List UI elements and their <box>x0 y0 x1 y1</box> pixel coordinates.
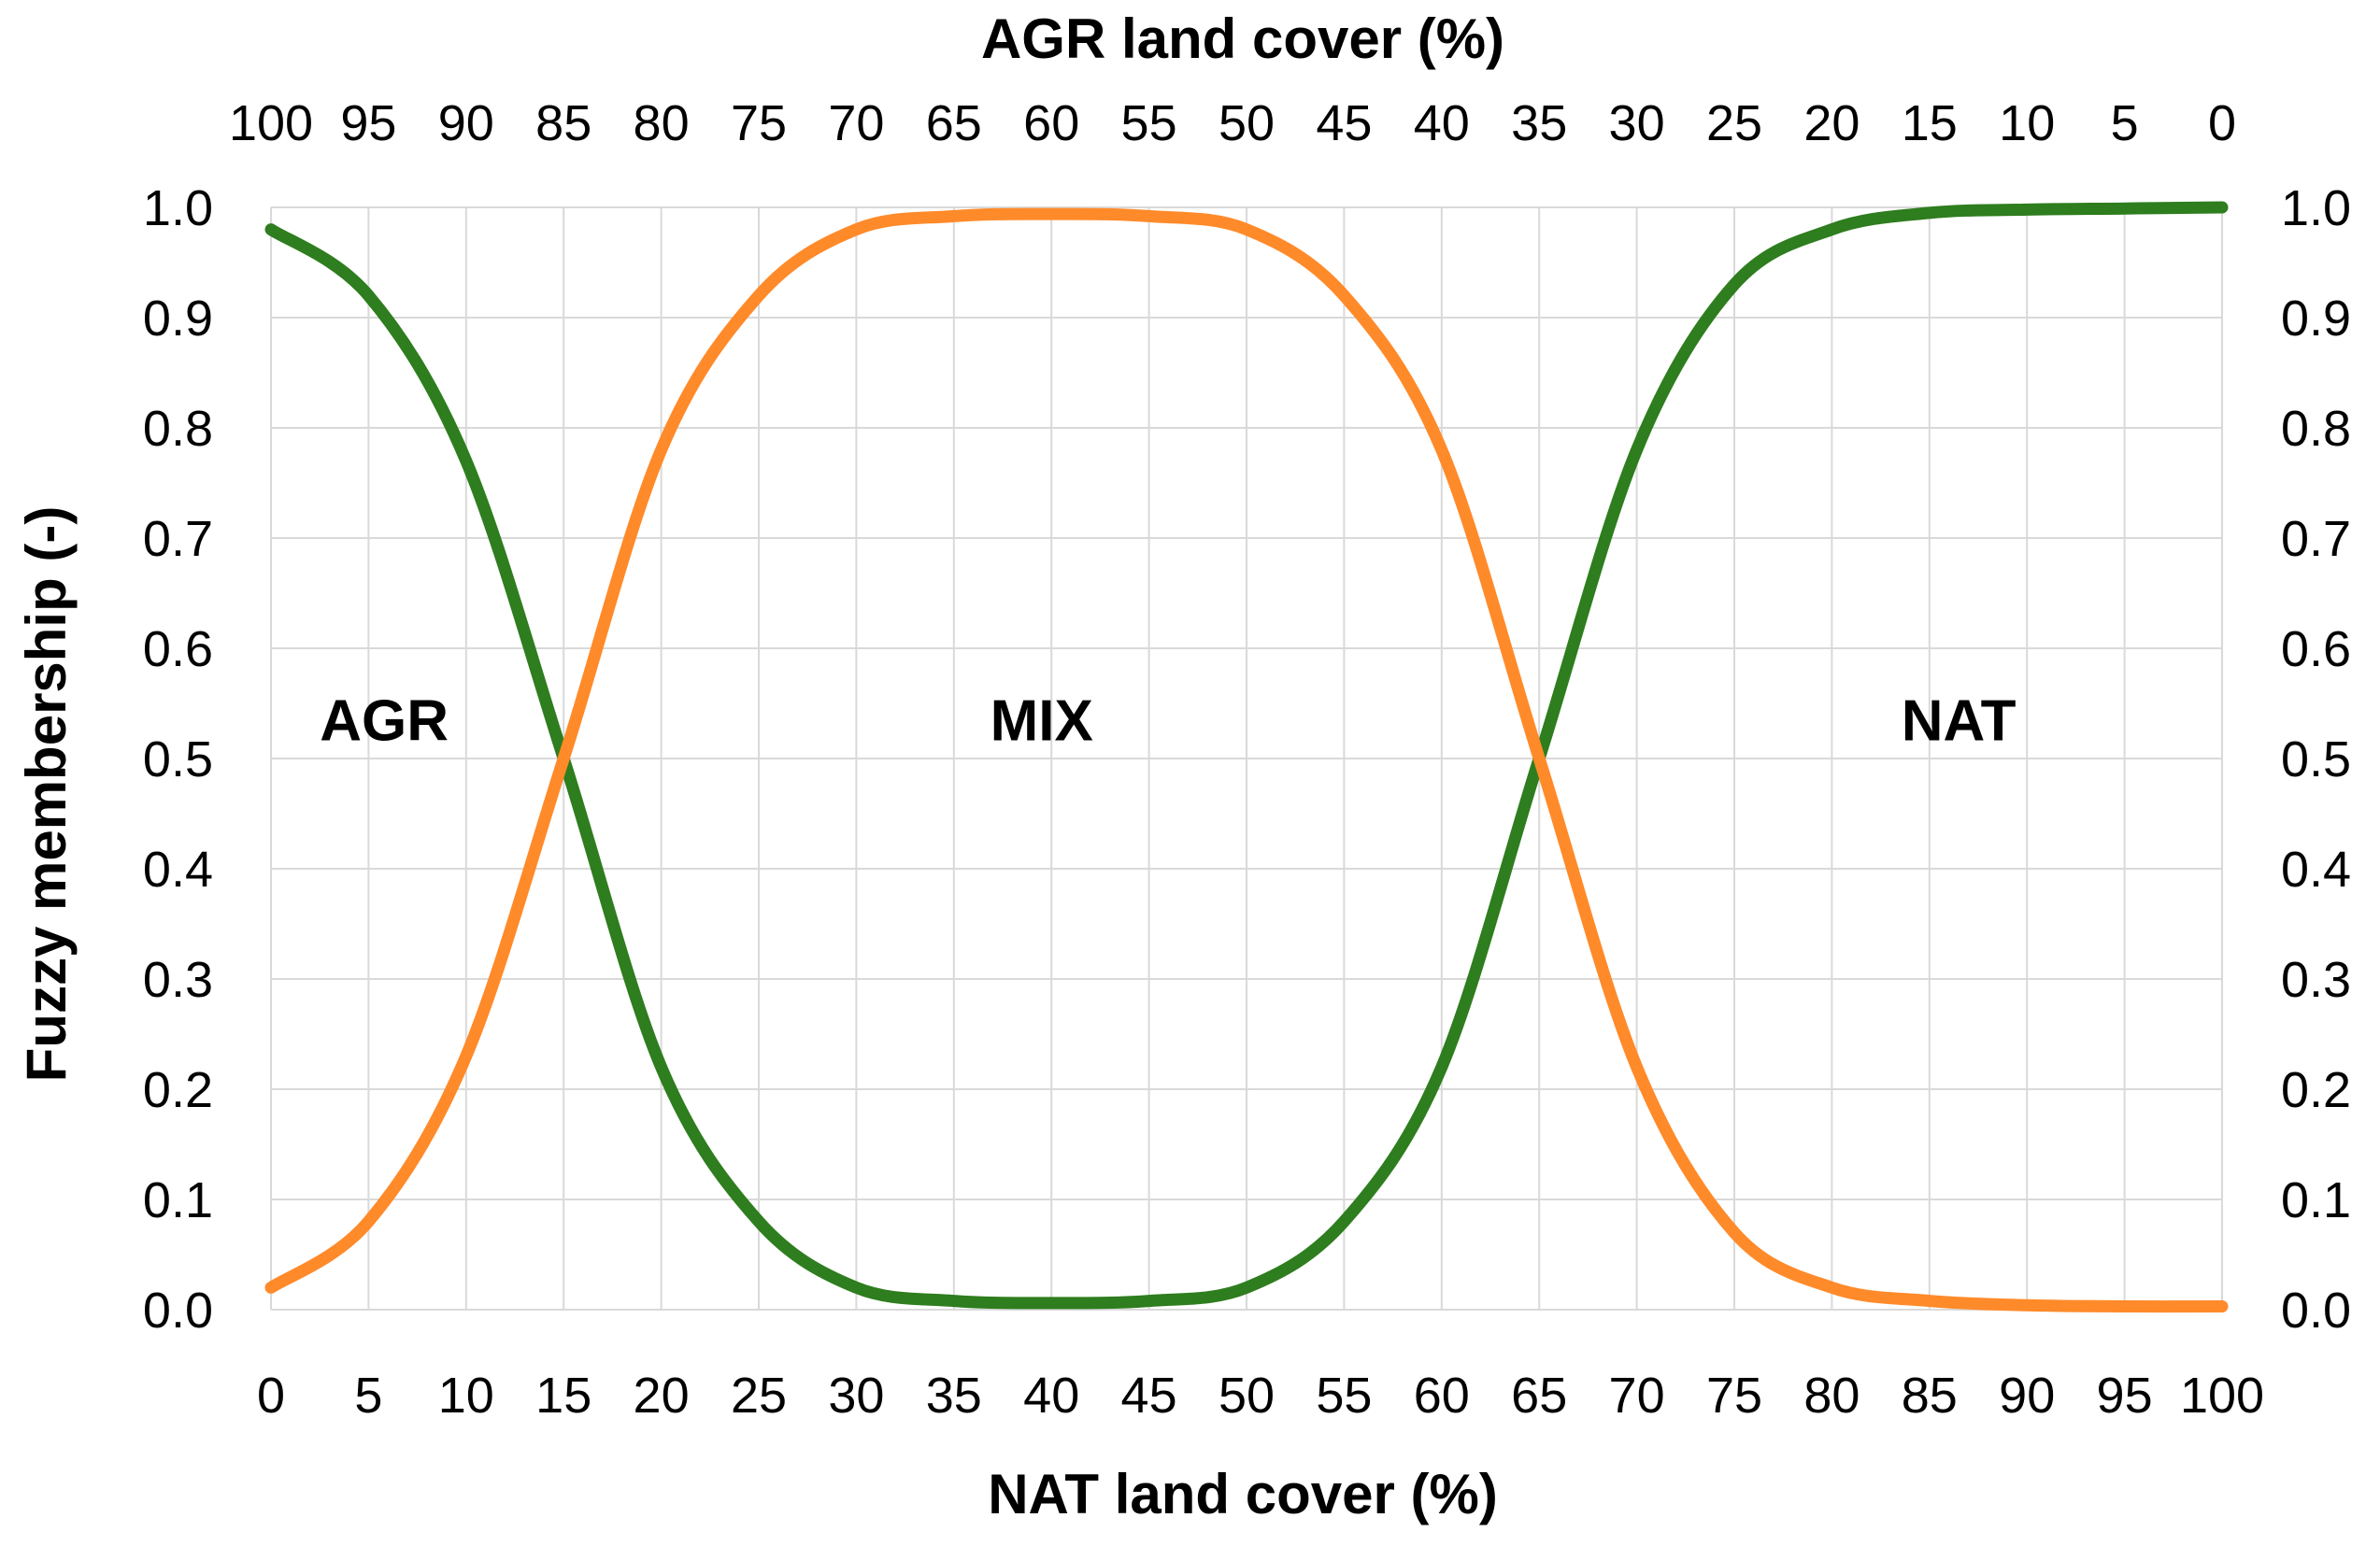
y-tick-label-left: 0.1 <box>143 1172 213 1228</box>
x2-tick-label: 85 <box>535 95 591 151</box>
x2-tick-label: 80 <box>634 95 690 151</box>
x2-tick-label: 55 <box>1121 95 1177 151</box>
y-tick-label-left: 0.8 <box>143 401 213 457</box>
x-tick-label: 100 <box>2180 1368 2264 1424</box>
x-tick-label: 95 <box>2097 1368 2153 1424</box>
x-tick-label: 90 <box>1999 1368 2055 1424</box>
x-tick-label: 5 <box>354 1368 382 1424</box>
y-tick-label-left: 0.4 <box>143 842 213 898</box>
series-lines <box>264 201 2229 1313</box>
x2-tick-label: 5 <box>2111 95 2139 151</box>
x-tick-label: 15 <box>535 1368 591 1424</box>
x-tick-label: 70 <box>1609 1368 1665 1424</box>
y-tick-label-right: 0.2 <box>2281 1062 2351 1118</box>
y-tick-label-right: 0.9 <box>2281 291 2351 347</box>
x-tick-label: 40 <box>1023 1368 1079 1424</box>
x-tick-label: 30 <box>828 1368 884 1424</box>
y-tick-label-right: 0.1 <box>2281 1172 2351 1228</box>
x-tick-label: 35 <box>926 1368 982 1424</box>
y-tick-label-right: 0.3 <box>2281 952 2351 1008</box>
x2-axis-title: AGR land cover (%) <box>981 7 1504 70</box>
y-tick-label-right: 0.5 <box>2281 731 2351 787</box>
x2-tick-label: 10 <box>1999 95 2055 151</box>
y-tick-label-left: 0.9 <box>143 291 213 347</box>
x-axis-bottom-ticks: 0 5 10 15 20 25 30 35 40 45 50 55 60 65 70 75 80 85 90 95 10… <box>257 1368 2264 1424</box>
x-tick-label: 65 <box>1511 1368 1567 1424</box>
x2-tick-label: 50 <box>1219 95 1275 151</box>
y-tick-label-right: 0.7 <box>2281 511 2351 567</box>
x2-tick-label: 40 <box>1414 95 1470 151</box>
x2-tick-label: 95 <box>340 95 396 151</box>
x-tick-label: 20 <box>634 1368 690 1424</box>
x-tick-label: 80 <box>1803 1368 1860 1424</box>
x2-tick-label: 20 <box>1803 95 1860 151</box>
x2-tick-label: 70 <box>828 95 884 151</box>
x-tick-label: 45 <box>1121 1368 1177 1424</box>
y-tick-label-left: 0.5 <box>143 731 213 787</box>
x2-tick-label: 75 <box>731 95 787 151</box>
y-tick-label-left: 0.3 <box>143 952 213 1008</box>
x-tick-label: 55 <box>1316 1368 1372 1424</box>
y-tick-label-right: 1.0 <box>2281 180 2351 236</box>
x2-tick-label: 65 <box>926 95 982 151</box>
x2-tick-label: 15 <box>1902 95 1958 151</box>
region-label-nat: NAT <box>1902 689 2017 754</box>
y-tick-label-left: 0.6 <box>143 621 213 677</box>
x2-tick-label: 35 <box>1511 95 1567 151</box>
region-label-agr: AGR <box>320 689 449 754</box>
region-label-mix: MIX <box>990 689 1093 754</box>
y-tick-label-right: 0.0 <box>2281 1283 2351 1339</box>
y-axis-title: Fuzzy membership (-) <box>15 506 78 1083</box>
y-tick-label-left: 0.2 <box>143 1062 213 1118</box>
x-tick-label: 10 <box>438 1368 494 1424</box>
x-axis-title: NAT land cover (%) <box>988 1463 1498 1525</box>
x-axis-top-ticks: 100 95 90 85 80 75 70 65 60 55 50 45 40 35 30 25 20 15 10 5… <box>229 95 2236 151</box>
x2-tick-label: 90 <box>438 95 494 151</box>
x2-tick-label: 60 <box>1023 95 1079 151</box>
x-tick-label: 50 <box>1219 1368 1275 1424</box>
y-tick-label-right: 0.4 <box>2281 842 2351 898</box>
grid <box>270 206 2223 1311</box>
series-line-1 <box>264 207 2229 1313</box>
x2-tick-label: 25 <box>1706 95 1762 151</box>
y-axis-left-ticks: 0.0 0.1 0.2 0.3 0.4 0.5 0.6 0.7 0.8 0.9 1.0 <box>143 180 213 1339</box>
x2-tick-label: 45 <box>1316 95 1372 151</box>
y-tick-label-right: 0.8 <box>2281 401 2351 457</box>
x-tick-label: 85 <box>1902 1368 1958 1424</box>
region-annotations: AGR MIX NAT <box>320 689 2016 754</box>
x-tick-label: 0 <box>257 1368 285 1424</box>
y-axis-right-ticks: 0.0 0.1 0.2 0.3 0.4 0.5 0.6 0.7 0.8 0.9 1.0 <box>2281 180 2351 1339</box>
x-tick-label: 25 <box>731 1368 787 1424</box>
y-tick-label-left: 0.7 <box>143 511 213 567</box>
y-tick-label-left: 0.0 <box>143 1283 213 1339</box>
x-tick-label: 75 <box>1706 1368 1762 1424</box>
y-tick-label-right: 0.6 <box>2281 621 2351 677</box>
x2-tick-label: 30 <box>1609 95 1665 151</box>
x2-tick-label: 100 <box>229 95 313 151</box>
y-tick-label-left: 1.0 <box>143 180 213 236</box>
x-tick-label: 60 <box>1414 1368 1470 1424</box>
x2-tick-label: 0 <box>2208 95 2236 151</box>
